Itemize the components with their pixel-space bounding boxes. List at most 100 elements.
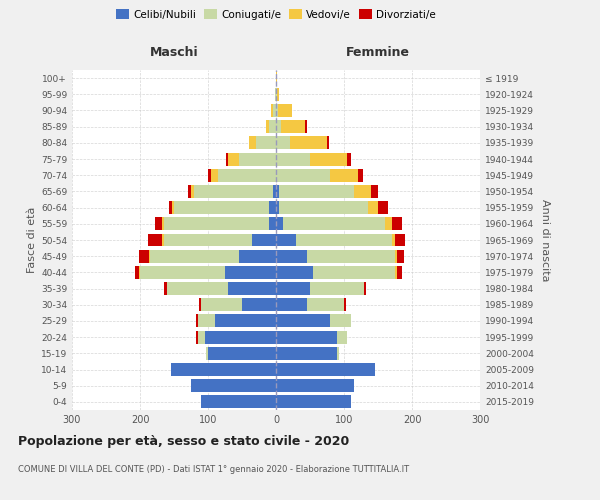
Bar [397,250,404,262]
Bar [276,218,283,230]
Bar [249,136,256,149]
Bar [280,185,354,198]
Text: Popolazione per età, sesso e stato civile - 2020: Popolazione per età, sesso e stato civil… [18,435,349,448]
Bar [280,201,368,214]
Bar [354,185,371,198]
Bar [276,88,277,101]
Bar [139,250,149,262]
Y-axis label: Fasce di età: Fasce di età [27,207,37,273]
Bar [272,185,276,198]
Bar [196,314,198,328]
Bar [395,234,405,246]
Bar [167,282,229,295]
Bar [275,88,276,101]
Bar [368,201,378,214]
Bar [211,169,218,181]
Bar [344,298,346,311]
Bar [276,314,331,328]
Text: Maschi: Maschi [149,46,199,59]
Bar [337,330,347,344]
Bar [331,169,358,181]
Bar [155,218,162,230]
Bar [269,201,276,214]
Bar [276,363,374,376]
Bar [276,396,351,408]
Bar [276,185,280,198]
Bar [201,298,242,311]
Bar [149,250,150,262]
Bar [307,250,395,262]
Bar [148,234,162,246]
Bar [239,152,276,166]
Bar [256,136,276,149]
Bar [208,347,276,360]
Bar [276,152,310,166]
Bar [281,120,305,133]
Bar [164,282,167,295]
Bar [164,234,252,246]
Bar [191,185,194,198]
Bar [276,72,277,85]
Bar [276,201,280,214]
Bar [206,347,208,360]
Bar [347,152,351,166]
Bar [194,185,272,198]
Bar [331,314,351,328]
Bar [162,234,164,246]
Bar [164,218,269,230]
Bar [378,201,388,214]
Bar [266,120,269,133]
Bar [150,250,239,262]
Bar [276,266,313,279]
Bar [290,136,327,149]
Bar [305,120,307,133]
Bar [229,282,276,295]
Bar [307,298,344,311]
Bar [196,330,198,344]
Bar [170,363,276,376]
Text: COMUNE DI VILLA DEL CONTE (PD) - Dati ISTAT 1° gennaio 2020 - Elaborazione TUTTI: COMUNE DI VILLA DEL CONTE (PD) - Dati IS… [18,465,409,474]
Bar [364,282,367,295]
Bar [162,218,164,230]
Bar [226,152,229,166]
Bar [205,330,276,344]
Legend: Celibi/Nubili, Coniugati/e, Vedovi/e, Divorziati/e: Celibi/Nubili, Coniugati/e, Vedovi/e, Di… [112,5,440,24]
Bar [276,379,354,392]
Bar [395,250,397,262]
Bar [276,298,307,311]
Bar [310,282,364,295]
Bar [276,169,331,181]
Bar [310,152,347,166]
Bar [276,136,290,149]
Y-axis label: Anni di nascita: Anni di nascita [539,198,550,281]
Bar [392,234,395,246]
Bar [271,104,272,117]
Bar [225,266,276,279]
Bar [140,266,225,279]
Bar [198,314,215,328]
Bar [172,201,174,214]
Bar [218,169,276,181]
Bar [272,104,276,117]
Bar [201,396,276,408]
Bar [395,266,397,279]
Bar [276,120,281,133]
Bar [385,218,392,230]
Bar [276,330,337,344]
Bar [191,379,276,392]
Bar [269,218,276,230]
Bar [327,136,329,149]
Bar [313,266,395,279]
Bar [358,169,363,181]
Bar [296,234,392,246]
Bar [139,266,140,279]
Bar [188,185,191,198]
Bar [392,218,402,230]
Bar [337,347,339,360]
Text: Femmine: Femmine [346,46,410,59]
Bar [276,282,310,295]
Bar [242,298,276,311]
Bar [278,104,292,117]
Bar [252,234,276,246]
Bar [276,104,278,117]
